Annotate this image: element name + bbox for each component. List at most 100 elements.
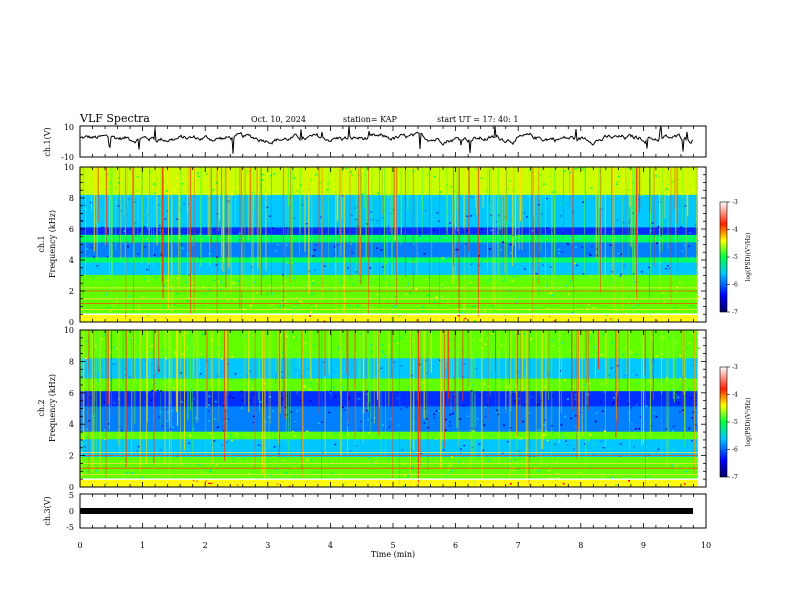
spectrogram-speckle xyxy=(545,285,548,287)
spectrogram-speckle xyxy=(94,221,97,224)
spectrogram-speckle xyxy=(161,480,164,483)
spectrogram-speckle xyxy=(292,431,294,433)
spectrogram-speckle xyxy=(536,278,539,280)
spectrogram-speckle xyxy=(318,228,321,230)
spectrogram-speckle xyxy=(635,351,637,353)
spectrogram-speckle xyxy=(613,401,615,403)
spectrogram-speckle xyxy=(521,210,524,213)
spectrogram-speckle xyxy=(433,175,436,178)
spectrogram-speckle xyxy=(109,310,112,312)
spectrogram-speckle xyxy=(180,380,183,382)
spectrogram-speckle xyxy=(430,317,432,319)
spectrogram-speckle xyxy=(205,446,208,449)
spectrogram-speckle xyxy=(256,209,259,212)
spectrogram-speckle xyxy=(507,239,510,242)
spectrogram-speckle xyxy=(288,485,291,487)
spectrogram-speckle xyxy=(189,435,192,437)
spectrogram-speckle xyxy=(427,173,430,176)
spectrogram-speckle xyxy=(145,238,148,240)
spectrogram-speckle xyxy=(304,342,307,345)
spectrogram-speckle xyxy=(478,255,480,257)
spectrogram-band xyxy=(80,284,698,288)
colorbar-tick-label: -4 xyxy=(732,227,738,234)
spectrogram-speckle xyxy=(459,418,462,420)
spectrogram-speckle xyxy=(455,450,458,452)
spectrogram-speckle xyxy=(329,390,332,392)
spectrogram-speckle xyxy=(270,175,273,177)
header-station: station= KAP xyxy=(343,115,398,124)
spectrogram-speckle xyxy=(657,374,660,377)
spectrogram-speckle xyxy=(116,186,119,189)
spectrogram-speckle xyxy=(354,207,356,209)
spectrogram-band xyxy=(80,262,698,265)
spectrogram-speckle xyxy=(542,423,545,426)
spectrogram-speckle xyxy=(376,247,379,249)
spectrogram-speckle xyxy=(632,272,635,275)
spectrogram-speckle xyxy=(634,428,637,430)
x-tick-label: 4 xyxy=(328,541,333,550)
spectrogram-speckle xyxy=(305,459,308,462)
spectrogram-speckle xyxy=(113,479,116,481)
spectrogram-speckle xyxy=(536,447,539,450)
spectrogram-speckle xyxy=(666,265,669,267)
spectrogram-band xyxy=(80,433,698,437)
spectrogram-speckle xyxy=(691,256,694,259)
spectrogram-speckle xyxy=(105,482,108,484)
spectrogram-band xyxy=(80,469,698,473)
spectrogram-speckle xyxy=(294,422,297,424)
spectrogram-speckle xyxy=(397,369,400,371)
spectrogram-speckle xyxy=(462,477,465,479)
spectrogram-speckle xyxy=(156,193,159,196)
spectrogram-speckle xyxy=(650,287,653,290)
spectrogram-speckle xyxy=(653,411,656,414)
ch3-ytick-bottom: -5 xyxy=(66,523,74,532)
ch2-colorbar-ticks: -3-4-5-6-7 xyxy=(727,364,738,481)
spectrogram-speckle xyxy=(521,188,524,190)
spectrogram-speckle xyxy=(151,390,154,392)
spectrogram-speckle xyxy=(487,385,490,388)
spectrogram-speckle xyxy=(104,429,106,432)
spectrogram-speckle xyxy=(423,253,426,255)
spectrogram-speckle xyxy=(536,404,539,406)
spectrogram-speckle xyxy=(424,209,427,212)
spectrogram-speckle xyxy=(504,286,507,288)
spectrogram-speckle xyxy=(154,435,157,437)
spectrogram-speckle xyxy=(263,405,265,407)
spectrogram-speckle xyxy=(208,404,211,406)
spectrogram-speckle xyxy=(616,219,619,221)
spectrogram-speckle xyxy=(503,438,505,440)
spectrogram-speckle xyxy=(144,246,146,248)
spectrogram-speckle xyxy=(185,437,188,439)
ch3-ytick-top: 5 xyxy=(69,491,74,500)
spectrogram-speckle xyxy=(519,242,522,244)
spectrogram-speckle xyxy=(624,333,627,335)
spectrogram-speckle xyxy=(571,470,574,473)
spectrogram-speckle xyxy=(384,355,387,357)
spectrogram-speckle xyxy=(405,167,408,169)
spectrogram-speckle xyxy=(486,338,489,340)
spectrogram-band xyxy=(80,264,698,268)
y-tick-label: 0 xyxy=(69,318,74,327)
spectrogram-speckle xyxy=(487,363,489,365)
spectrogram-speckle xyxy=(569,171,572,174)
spectrogram-speckle xyxy=(364,422,366,424)
spectrogram-speckle xyxy=(299,399,302,402)
spectrogram-speckle xyxy=(470,427,473,430)
spectrogram-speckle xyxy=(630,423,633,425)
spectrogram-speckle xyxy=(524,403,527,406)
spectrogram-speckle xyxy=(484,178,487,180)
spectrogram-speckle xyxy=(345,441,348,443)
spectrogram-speckle xyxy=(556,472,559,475)
spectrogram-speckle xyxy=(608,447,611,450)
spectrogram-speckle xyxy=(612,185,615,187)
spectrogram-speckle xyxy=(301,203,304,206)
spectrogram-speckle xyxy=(115,347,118,350)
spectrogram-band xyxy=(80,222,698,225)
spectrogram-speckle xyxy=(509,483,512,485)
spectrogram-speckle xyxy=(433,416,436,419)
spectrogram-speckle xyxy=(510,169,513,171)
y-tick-label: 4 xyxy=(69,256,74,265)
spectrogram-band xyxy=(80,227,698,230)
spectrogram-band xyxy=(80,423,698,427)
spectrogram-speckle xyxy=(587,304,590,306)
